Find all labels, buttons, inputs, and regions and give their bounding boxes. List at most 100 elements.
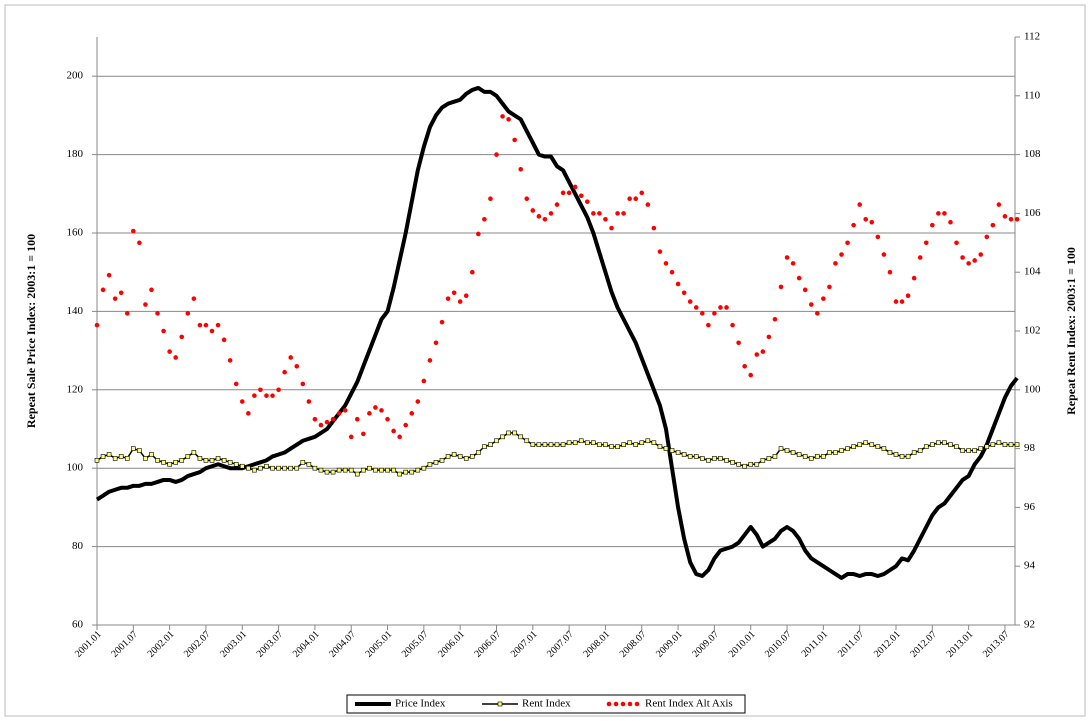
marker xyxy=(597,442,602,447)
marker xyxy=(106,452,112,457)
marker xyxy=(730,460,735,465)
marker xyxy=(772,454,778,459)
marker xyxy=(712,456,717,461)
marker xyxy=(294,465,300,471)
marker xyxy=(554,202,560,207)
marker xyxy=(1002,442,1008,447)
y-tick-label: 120 xyxy=(67,383,84,395)
marker xyxy=(294,363,300,369)
marker xyxy=(124,456,130,461)
marker xyxy=(790,450,796,455)
marker xyxy=(233,461,239,467)
marker xyxy=(839,448,844,453)
marker xyxy=(488,442,493,447)
marker xyxy=(875,234,881,240)
marker xyxy=(185,311,191,316)
marker xyxy=(239,399,245,404)
y2-axis-title: Repeat Rent Index: 2003:1 = 100 xyxy=(1064,247,1078,415)
marker xyxy=(536,214,542,219)
marker xyxy=(403,469,409,475)
marker xyxy=(645,438,651,444)
marker xyxy=(869,219,875,225)
marker xyxy=(584,199,590,204)
marker xyxy=(724,458,729,463)
marker xyxy=(784,448,790,453)
marker xyxy=(669,448,675,453)
marker xyxy=(911,450,917,455)
marker xyxy=(942,211,947,216)
marker xyxy=(379,408,384,413)
marker xyxy=(760,349,766,354)
legend-box xyxy=(346,694,746,714)
marker xyxy=(766,334,772,340)
marker xyxy=(802,454,808,459)
marker xyxy=(476,231,481,237)
marker xyxy=(252,467,257,473)
y-tick-label: 80 xyxy=(72,540,84,552)
marker xyxy=(185,454,191,459)
marker xyxy=(591,211,596,216)
marker xyxy=(167,349,172,354)
marker xyxy=(681,290,687,296)
chart-frame xyxy=(4,4,1086,717)
marker xyxy=(494,152,499,157)
marker xyxy=(288,355,293,360)
marker xyxy=(348,434,354,440)
marker xyxy=(857,442,862,447)
marker xyxy=(554,442,560,447)
marker xyxy=(155,311,160,316)
marker xyxy=(718,305,723,310)
marker xyxy=(227,358,233,363)
marker xyxy=(930,222,935,228)
marker xyxy=(427,358,433,363)
marker xyxy=(1014,442,1020,447)
marker xyxy=(627,440,632,446)
marker xyxy=(591,440,596,446)
legend-swatch-marker xyxy=(627,701,633,707)
marker xyxy=(615,211,620,216)
marker xyxy=(318,422,324,428)
marker xyxy=(615,444,620,449)
marker xyxy=(324,469,330,475)
marker xyxy=(603,442,608,447)
marker xyxy=(258,465,263,471)
marker xyxy=(972,258,977,263)
marker xyxy=(143,456,148,461)
marker xyxy=(724,305,729,310)
y2-tick-label: 94 xyxy=(1024,560,1036,572)
marker xyxy=(500,434,505,440)
marker xyxy=(984,234,990,240)
marker xyxy=(657,444,663,449)
marker xyxy=(270,465,275,471)
marker xyxy=(815,311,820,316)
marker xyxy=(663,446,669,451)
marker xyxy=(506,117,511,122)
marker xyxy=(530,442,536,447)
y-tick-label: 140 xyxy=(67,305,84,317)
marker xyxy=(463,456,469,461)
legend-swatch-marker xyxy=(497,701,503,707)
marker xyxy=(669,269,675,275)
y-tick-label: 180 xyxy=(67,148,84,160)
marker xyxy=(106,272,112,278)
marker xyxy=(385,467,390,473)
marker xyxy=(657,249,663,254)
marker xyxy=(312,416,318,422)
marker xyxy=(258,387,263,393)
marker xyxy=(445,296,451,301)
marker xyxy=(687,299,693,304)
marker xyxy=(566,190,572,196)
marker xyxy=(149,452,154,457)
marker xyxy=(706,322,711,328)
marker xyxy=(827,450,832,455)
marker xyxy=(748,461,754,467)
marker xyxy=(318,467,324,473)
legend-swatch-marker xyxy=(606,701,612,707)
marker xyxy=(954,444,959,449)
marker xyxy=(675,450,681,455)
marker xyxy=(173,355,178,360)
marker xyxy=(603,216,608,222)
marker xyxy=(572,440,578,446)
marker xyxy=(712,311,717,316)
